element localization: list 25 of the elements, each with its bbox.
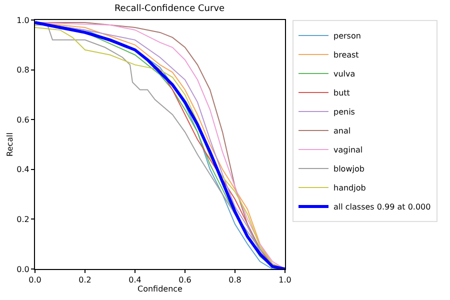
legend-label: vulva [334, 70, 356, 79]
y-tick-label: 0.2 [16, 215, 30, 224]
legend-label: person [334, 32, 361, 41]
x-tick-label: 1.0 [278, 276, 292, 285]
legend-label: vaginal [334, 146, 363, 155]
x-tick-label: 0.6 [178, 276, 192, 285]
legend-label: anal [334, 126, 351, 136]
legend-label: blowjob [334, 164, 364, 174]
y-axis-title: Recall [5, 132, 14, 156]
x-tick-label: 0.8 [228, 276, 242, 285]
x-axis-title: Confidence [138, 284, 183, 294]
x-tick-label: 0.0 [28, 276, 42, 285]
y-tick-label: 0.0 [16, 264, 30, 274]
y-tick-label: 0.8 [16, 66, 30, 75]
legend-label: butt [334, 88, 350, 98]
legend-label: handjob [334, 184, 366, 193]
y-tick-label: 1.0 [16, 16, 30, 25]
chart-title: Recall-Confidence Curve [114, 4, 226, 14]
legend-label: all classes 0.99 at 0.000 [334, 202, 431, 212]
x-tick-label: 0.2 [78, 276, 92, 285]
legend-label: breast [334, 50, 359, 60]
x-tick-label: 0.4 [128, 276, 142, 285]
legend-label: penis [334, 108, 355, 117]
y-tick-label: 0.6 [16, 115, 30, 124]
y-tick-label: 0.4 [16, 165, 30, 174]
